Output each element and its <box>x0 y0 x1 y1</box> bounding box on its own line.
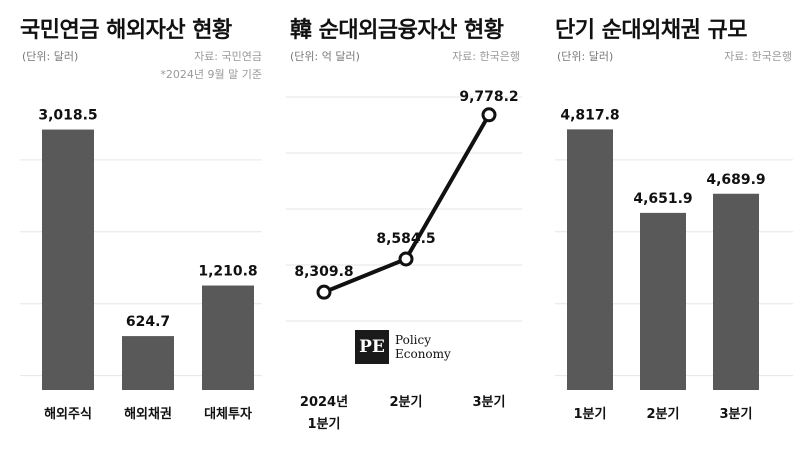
date-note: *2024년 9월 말 기준 <box>160 68 262 81</box>
data-point <box>481 107 497 123</box>
unit-label: (단위: 억 달러) <box>290 50 360 63</box>
bar-chart-pension: 3,018.5 해외주식 624.7 해외채권 1,210.8 대체투자 <box>20 108 262 422</box>
x-tick-label: 2분기 <box>390 395 423 410</box>
x-tick-label: 2024년 <box>300 395 348 410</box>
x-tick-label: 해외채권 <box>124 406 172 422</box>
policy-economy-logo: PE Policy Economy <box>355 330 451 364</box>
panel-pension-overseas-assets: 국민연금 해외자산 현황 (단위: 달러) 자료: 국민연금 *2024년 9월… <box>0 0 270 450</box>
data-label: 8,309.8 <box>294 264 353 280</box>
logo-line2: Economy <box>395 347 451 361</box>
data-point <box>398 251 414 267</box>
x-tick-label: 해외주식 <box>44 406 92 422</box>
source-label: 자료: 한국은행 <box>452 50 520 63</box>
data-label: 9,778.2 <box>459 89 518 105</box>
data-label: 8,584.5 <box>376 231 435 247</box>
bar <box>122 336 174 390</box>
data-label: 4,651.9 <box>633 191 692 207</box>
chart-title: 국민연금 해외자산 현황 <box>20 18 232 43</box>
logo-text: Policy Economy <box>395 333 451 361</box>
x-tick-label: 대체투자 <box>204 407 252 422</box>
logo-mark: PE <box>355 330 389 364</box>
data-point <box>316 284 332 300</box>
chart-title: 단기 순대외채권 규모 <box>555 18 747 43</box>
x-tick-label: 3분기 <box>473 395 506 410</box>
x-tick-label: 1분기 <box>574 407 607 422</box>
x-tick-label: 1분기 <box>308 417 341 432</box>
source-label: 자료: 한국은행 <box>724 50 792 63</box>
line-chart-net-assets: 8,309.8 2024년 1분기 8,584.5 2분기 9,778.2 3분기 <box>286 89 522 432</box>
data-label: 4,689.9 <box>706 172 765 188</box>
panel-net-foreign-assets: 韓 순대외금융자산 현황 (단위: 억 달러) 자료: 한국은행 8,309.8… <box>272 0 528 450</box>
bar <box>567 129 613 390</box>
data-label: 1,210.8 <box>198 264 257 280</box>
logo-line1: Policy <box>395 333 431 347</box>
unit-label: (단위: 달러) <box>557 50 614 63</box>
source-label: 자료: 국민연금 <box>194 50 262 63</box>
bar <box>42 129 94 390</box>
data-label: 4,817.8 <box>560 107 619 123</box>
bar <box>202 285 254 390</box>
panel-short-term-claims: 단기 순대외채권 규모 (단위: 달러) 자료: 한국은행 4,817.8 1분기… <box>535 0 800 450</box>
bar <box>640 212 686 390</box>
x-tick-label: 2분기 <box>647 407 680 422</box>
x-tick-label: 3분기 <box>720 407 753 422</box>
bar-chart-short-term: 4,817.8 1분기 4,651.9 2분기 4,689.9 3분기 <box>555 107 793 422</box>
bar <box>713 193 759 390</box>
data-label: 3,018.5 <box>38 108 97 124</box>
unit-label: (단위: 달러) <box>22 50 79 63</box>
chart-title: 韓 순대외금융자산 현황 <box>290 18 504 43</box>
data-label: 624.7 <box>126 314 170 330</box>
